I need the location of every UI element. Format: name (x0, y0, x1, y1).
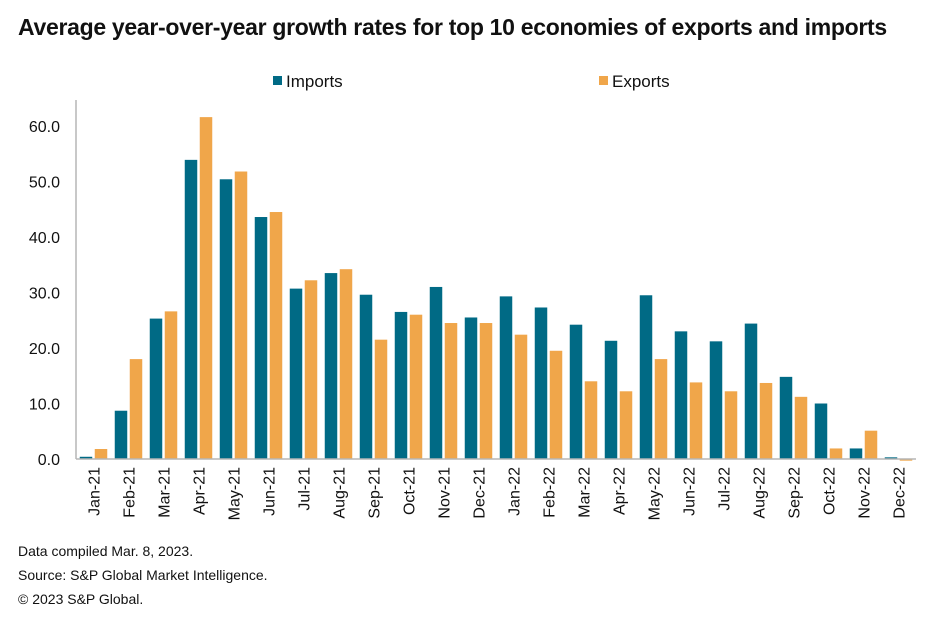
x-tick-label: Mar-22 (577, 467, 594, 518)
bar-imports-jan-21 (79, 456, 93, 459)
chart-title: Average year-over-year growth rates for … (18, 14, 887, 40)
bar-imports-apr-22 (604, 340, 618, 459)
bar-exports-aug-21 (339, 269, 353, 459)
bar-exports-jan-22 (514, 334, 528, 459)
bar-exports-mar-22 (584, 381, 598, 459)
bar-exports-oct-22 (829, 448, 843, 459)
legend-swatch-exports (599, 76, 608, 85)
footnote-copyright: © 2023 S&P Global. (18, 591, 144, 607)
bar-exports-feb-22 (549, 350, 563, 459)
bar-exports-apr-22 (619, 391, 633, 459)
bar-imports-may-21 (219, 179, 233, 459)
footnote-data-compiled: Data compiled Mar. 8, 2023. (18, 543, 194, 559)
y-tick-label: 20.0 (29, 341, 60, 358)
bar-imports-feb-22 (534, 307, 548, 459)
bar-imports-oct-21 (394, 311, 408, 459)
x-tick-label: Dec-21 (472, 467, 489, 519)
x-tick-label: May-22 (647, 467, 664, 520)
x-tick-label: May-21 (227, 467, 244, 520)
bar-imports-jul-22 (709, 341, 723, 459)
y-tick-label: 40.0 (29, 230, 60, 247)
x-tick-label: Jan-21 (87, 467, 104, 516)
bar-exports-may-22 (654, 359, 668, 459)
bar-exports-may-21 (234, 171, 248, 459)
bar-exports-jan-21 (94, 449, 108, 459)
bar-exports-apr-21 (199, 117, 213, 460)
bar-exports-sep-21 (374, 339, 388, 459)
bar-imports-aug-21 (324, 273, 338, 459)
bar-imports-mar-22 (569, 324, 583, 459)
bars (79, 117, 913, 461)
x-tick-label: Apr-22 (612, 467, 629, 515)
bar-exports-nov-22 (864, 430, 878, 459)
x-tick-label: Jun-21 (262, 467, 279, 516)
x-tick-label: Oct-22 (822, 467, 839, 515)
x-tick-label: Jul-21 (297, 467, 314, 511)
bar-imports-jun-22 (674, 331, 688, 459)
y-tick-label: 60.0 (29, 119, 60, 136)
footnote-source: Source: S&P Global Market Intelligence. (18, 567, 268, 583)
legend-label-imports: Imports (286, 72, 343, 91)
bar-exports-sep-22 (794, 396, 808, 459)
x-tick-label: Jan-22 (507, 467, 524, 516)
x-tick-label: Feb-21 (122, 467, 139, 518)
bar-imports-nov-21 (429, 286, 443, 459)
bar-exports-dec-21 (479, 323, 493, 459)
bar-exports-feb-21 (129, 359, 143, 459)
bar-imports-sep-21 (359, 294, 373, 459)
x-tick-label: Sep-22 (787, 467, 804, 519)
x-tick-label: Dec-22 (892, 467, 909, 519)
bar-imports-jul-21 (289, 288, 303, 459)
legend-label-exports: Exports (612, 72, 670, 91)
x-tick-label: Apr-21 (192, 467, 209, 515)
y-tick-label: 30.0 (29, 286, 60, 303)
bar-exports-jun-21 (269, 212, 283, 459)
x-tick-label: Mar-21 (157, 467, 174, 518)
legend-swatch-imports (273, 76, 282, 85)
bar-imports-jan-22 (499, 296, 513, 459)
y-tick-label: 50.0 (29, 175, 60, 192)
bar-exports-jul-21 (304, 280, 318, 459)
x-tick-label: Aug-22 (752, 467, 769, 519)
x-tick-label: Jun-22 (682, 467, 699, 516)
y-axis-ticks: 0.0 10.0 20.0 30.0 40.0 50.0 60.0 (29, 119, 60, 469)
legend: Imports Exports (273, 72, 670, 91)
bar-exports-mar-21 (164, 311, 178, 459)
bar-exports-jul-22 (724, 391, 738, 459)
bar-imports-apr-21 (184, 159, 198, 460)
x-tick-label: Sep-21 (367, 467, 384, 519)
x-tick-label: Aug-21 (332, 467, 349, 519)
bar-imports-nov-22 (849, 448, 863, 459)
bar-exports-dec-22 (899, 459, 913, 461)
x-tick-label: Feb-22 (542, 467, 559, 518)
bar-imports-dec-22 (884, 457, 898, 459)
bar-exports-aug-22 (759, 382, 773, 459)
bar-imports-jun-21 (254, 217, 268, 459)
bar-imports-may-22 (639, 295, 653, 459)
x-tick-label: Nov-21 (437, 467, 454, 519)
bar-exports-jun-22 (689, 382, 703, 459)
x-tick-label: Jul-22 (717, 467, 734, 511)
x-tick-label: Oct-21 (402, 467, 419, 515)
bar-imports-aug-22 (744, 323, 758, 459)
bar-exports-nov-21 (444, 323, 458, 459)
y-tick-label: 0.0 (38, 452, 60, 469)
bar-exports-oct-21 (409, 314, 423, 459)
bar-imports-oct-22 (814, 403, 828, 459)
x-tick-label: Nov-22 (857, 467, 874, 519)
bar-imports-mar-21 (149, 318, 163, 459)
bar-imports-dec-21 (464, 317, 478, 459)
bar-imports-sep-22 (779, 376, 793, 459)
x-axis-ticks: Jan-21 Feb-21 Mar-21 Apr-21 May-21 Jun-21 Jul-… (87, 467, 909, 520)
y-tick-label: 10.0 (29, 397, 60, 414)
bar-imports-feb-21 (114, 410, 128, 459)
